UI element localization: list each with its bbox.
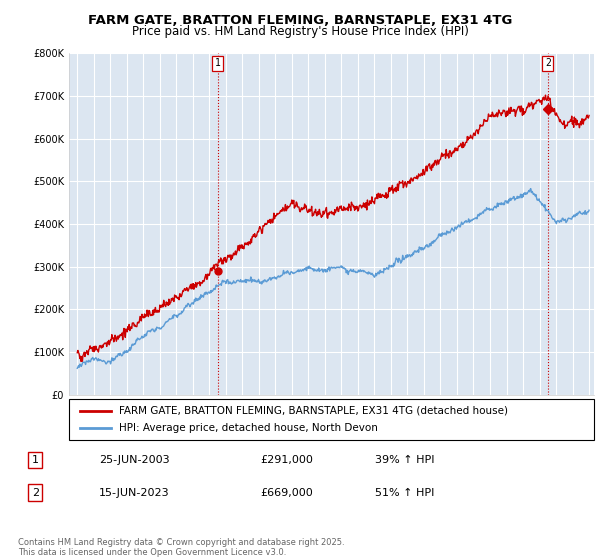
Text: 1: 1: [32, 455, 39, 465]
Text: 39% ↑ HPI: 39% ↑ HPI: [375, 455, 434, 465]
Text: 2: 2: [545, 58, 551, 68]
Text: £291,000: £291,000: [260, 455, 313, 465]
Text: FARM GATE, BRATTON FLEMING, BARNSTAPLE, EX31 4TG (detached house): FARM GATE, BRATTON FLEMING, BARNSTAPLE, …: [119, 405, 508, 416]
Text: FARM GATE, BRATTON FLEMING, BARNSTAPLE, EX31 4TG: FARM GATE, BRATTON FLEMING, BARNSTAPLE, …: [88, 14, 512, 27]
Text: 25-JUN-2003: 25-JUN-2003: [98, 455, 169, 465]
Text: £669,000: £669,000: [260, 488, 313, 498]
Text: 1: 1: [215, 58, 221, 68]
Text: HPI: Average price, detached house, North Devon: HPI: Average price, detached house, Nort…: [119, 423, 378, 433]
Text: Contains HM Land Registry data © Crown copyright and database right 2025.
This d: Contains HM Land Registry data © Crown c…: [18, 538, 344, 557]
Text: 15-JUN-2023: 15-JUN-2023: [98, 488, 169, 498]
Text: 2: 2: [32, 488, 39, 498]
Text: 51% ↑ HPI: 51% ↑ HPI: [375, 488, 434, 498]
Text: Price paid vs. HM Land Registry's House Price Index (HPI): Price paid vs. HM Land Registry's House …: [131, 25, 469, 38]
